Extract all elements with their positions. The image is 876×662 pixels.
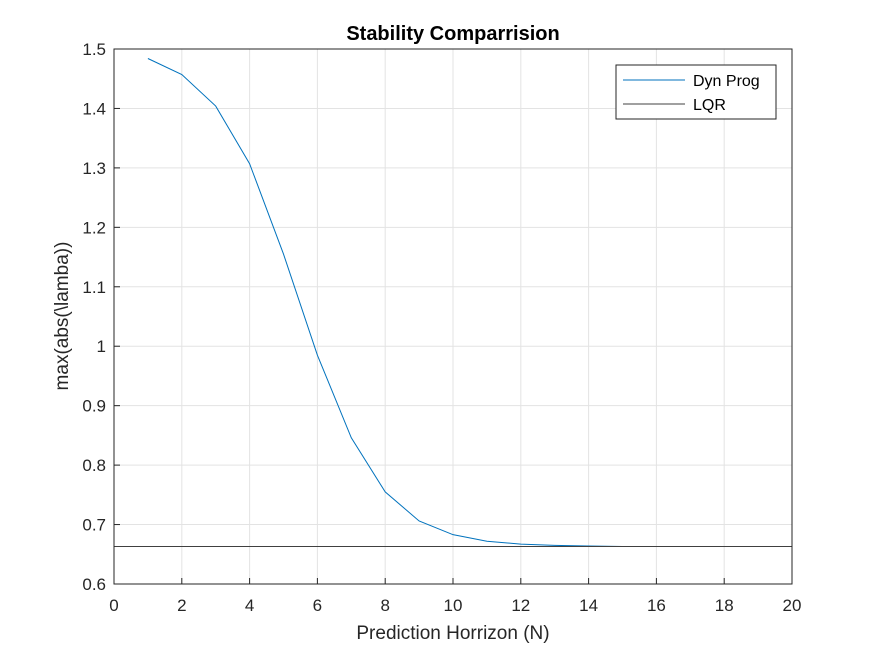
- ticks: 0 2 4 6 8 10 12 14 16 18 20 0.6 0.7 0.8 0.9 1 1.1 1.2 1.3 1…: [82, 40, 801, 615]
- x-tick-label: 0: [109, 596, 118, 615]
- y-tick-label: 1.3: [82, 159, 106, 178]
- x-tick-label: 20: [783, 596, 802, 615]
- y-tick-label: 0.9: [82, 397, 106, 416]
- x-tick-label: 18: [715, 596, 734, 615]
- y-tick-label: 1.5: [82, 40, 106, 59]
- y-axis-label: max(abs(\lamba)): [52, 242, 73, 391]
- chart-title: Stability Comparrision: [346, 23, 559, 45]
- x-tick-label: 10: [444, 596, 463, 615]
- y-tick-label: 1.4: [82, 99, 106, 118]
- series-layer: [114, 58, 792, 548]
- y-tick-label: 0.8: [82, 456, 106, 475]
- x-tick-label: 8: [380, 596, 389, 615]
- legend-label-dyn-prog: Dyn Prog: [693, 73, 760, 90]
- legend: Dyn Prog LQR: [615, 64, 777, 120]
- x-tick-label: 12: [511, 596, 530, 615]
- y-tick-label: 1.1: [82, 278, 106, 297]
- x-tick-label: 2: [177, 596, 186, 615]
- x-tick-label: 6: [313, 596, 322, 615]
- x-tick-label: 4: [245, 596, 254, 615]
- y-tick-label: 1: [97, 337, 106, 356]
- y-tick-label: 0.7: [82, 516, 106, 535]
- x-tick-label: 14: [579, 596, 598, 615]
- y-tick-label: 0.6: [82, 575, 106, 594]
- x-tick-label: 16: [647, 596, 666, 615]
- x-axis-label: Prediction Horrizon (N): [356, 623, 549, 644]
- y-tick-label: 1.2: [82, 218, 106, 237]
- legend-label-lqr: LQR: [693, 97, 726, 114]
- legend-box: [615, 64, 777, 120]
